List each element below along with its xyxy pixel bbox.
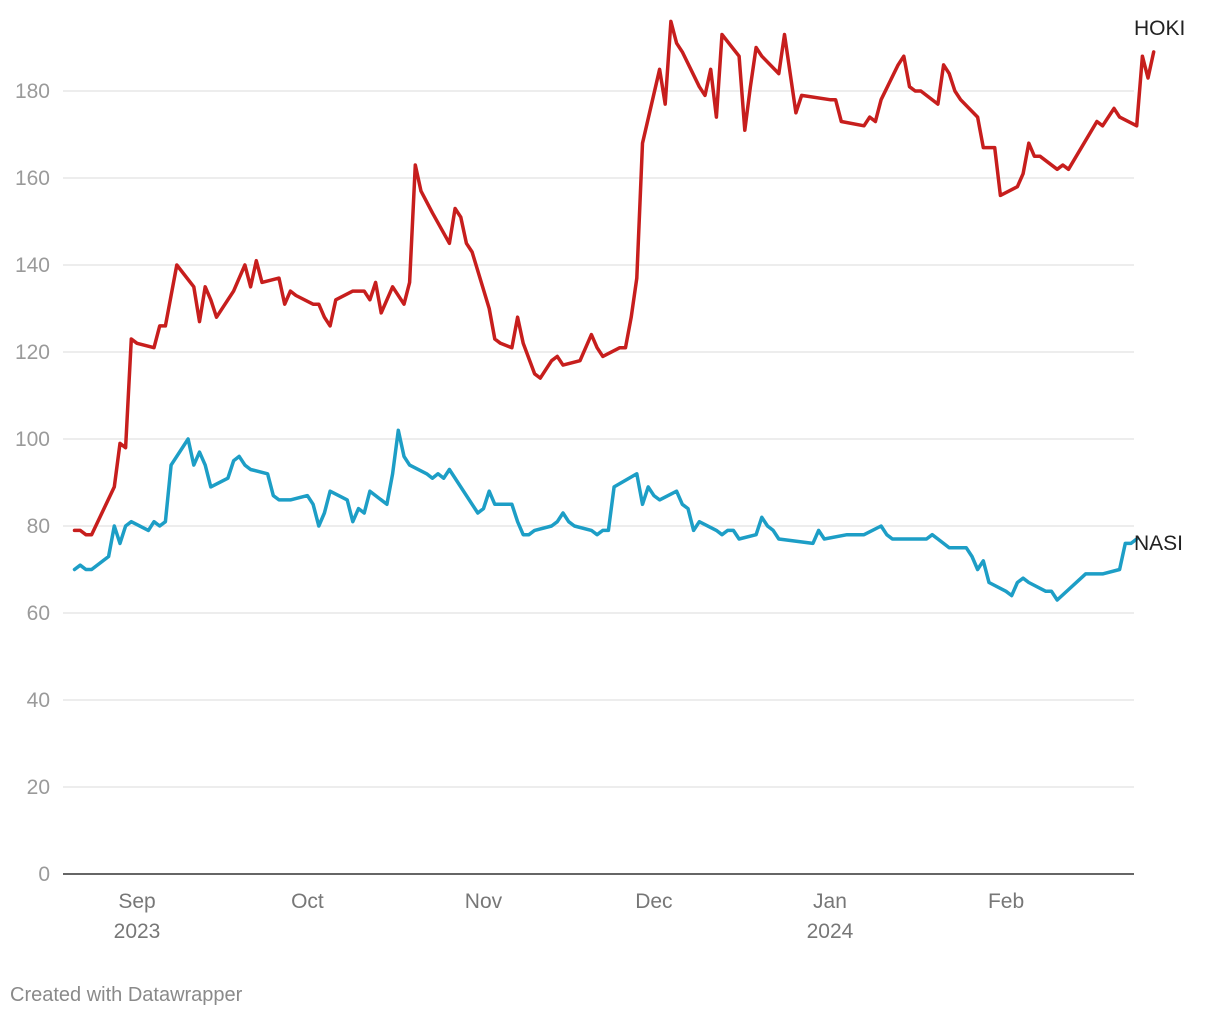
- series-lines: [72, 19, 1156, 602]
- y-tick-label-80: 80: [27, 515, 50, 538]
- x-tick-year-2023: 2023: [114, 920, 161, 943]
- y-tick-label-160: 160: [15, 167, 50, 190]
- y-tick-label-140: 140: [15, 254, 50, 277]
- y-tick-label-120: 120: [15, 341, 50, 364]
- y-tick-label-180: 180: [15, 80, 50, 103]
- x-tick-label-oct: Oct: [291, 890, 324, 913]
- gridlines: [63, 90, 1134, 875]
- x-tick-label-nov: Nov: [465, 890, 503, 913]
- y-axis-tick-labels: 0 20 40 60 80 100 120 140 160 180: [15, 80, 50, 886]
- x-tick-label-dec: Dec: [635, 890, 672, 913]
- x-tick-label-jan: Jan: [813, 890, 847, 913]
- y-tick-label-0: 0: [38, 863, 50, 886]
- series-line-hoki: [72, 19, 1156, 537]
- datawrapper-credit[interactable]: Created with Datawrapper: [10, 984, 243, 1006]
- y-tick-label-40: 40: [27, 689, 50, 712]
- x-axis-tick-labels: Sep 2023 Oct Nov Dec Jan 2024 Feb: [114, 890, 1024, 943]
- x-tick-label-feb: Feb: [988, 890, 1024, 913]
- series-label-hoki: HOKI: [1134, 17, 1185, 40]
- series-label-nasi: NASI: [1134, 532, 1183, 555]
- series-end-labels: HOKI NASI: [1134, 17, 1185, 555]
- x-tick-year-2024: 2024: [807, 920, 854, 943]
- y-tick-label-20: 20: [27, 776, 50, 799]
- x-tick-label-sep: Sep: [118, 890, 155, 913]
- y-tick-label-100: 100: [15, 428, 50, 451]
- y-tick-label-60: 60: [27, 602, 50, 625]
- series-line-nasi: [72, 428, 1139, 602]
